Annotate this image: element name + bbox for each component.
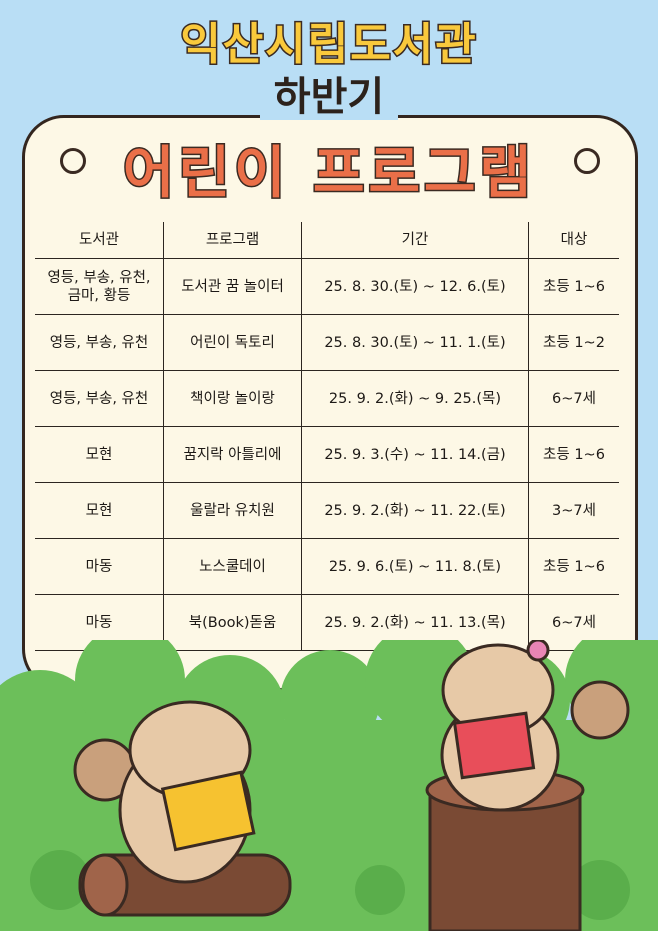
ornament-left-icon: [60, 148, 86, 174]
cell-target: 6~7세: [528, 594, 619, 651]
cell-target: 초등 1~6: [528, 538, 619, 595]
cell-period: 25. 9. 2.(화) ~ 9. 25.(목): [301, 370, 529, 427]
squirrel-right-icon: [440, 640, 630, 812]
col-program: 프로그램: [163, 222, 302, 259]
col-library: 도서관: [35, 222, 164, 259]
season-subtitle: 하반기: [0, 64, 658, 122]
cell-program: 울랄라 유치원: [163, 482, 302, 539]
table-row: 마동 북(Book)돋움 25. 9. 2.(화) ~ 11. 13.(목) 6~7세: [35, 594, 619, 651]
cell-library: 모현: [35, 426, 164, 483]
cell-program: 도서관 꿈 놀이터: [163, 258, 302, 315]
log-icon: [78, 853, 292, 917]
cell-target: 초등 1~6: [528, 426, 619, 483]
cell-program: 꿈지락 아틀리에: [163, 426, 302, 483]
cell-library: 마동: [35, 538, 164, 595]
cell-library: 영등, 부송, 유천, 금마, 황등: [35, 258, 164, 315]
cell-program: 책이랑 놀이랑: [163, 370, 302, 427]
cell-period: 25. 8. 30.(토) ~ 12. 6.(토): [301, 258, 529, 315]
table-row: 영등, 부송, 유천 어린이 독토리 25. 8. 30.(토) ~ 11. 1.(…: [35, 314, 619, 371]
cell-target: 3~7세: [528, 482, 619, 539]
cell-period: 25. 9. 2.(화) ~ 11. 22.(토): [301, 482, 529, 539]
col-period: 기간: [301, 222, 529, 259]
table-row: 영등, 부송, 유천 책이랑 놀이랑 25. 9. 2.(화) ~ 9. 25.(목…: [35, 370, 619, 427]
library-title: 익산시립도서관: [179, 18, 478, 72]
cell-program: 노스쿨데이: [163, 538, 302, 595]
squirrel-left-icon: [73, 700, 256, 884]
cell-period: 25. 9. 3.(수) ~ 11. 14.(금): [301, 426, 529, 483]
table-row: 모현 꿈지락 아틀리에 25. 9. 3.(수) ~ 11. 14.(금) 초등 1~…: [35, 426, 619, 483]
table-row: 모현 울랄라 유치원 25. 9. 2.(화) ~ 11. 22.(토) 3~7세: [35, 482, 619, 539]
cell-period: 25. 9. 2.(화) ~ 11. 13.(목): [301, 594, 529, 651]
cell-period: 25. 8. 30.(토) ~ 11. 1.(토): [301, 314, 529, 371]
cell-program: 어린이 독토리: [163, 314, 302, 371]
cell-library: 영등, 부송, 유천: [35, 370, 164, 427]
cell-target: 초등 1~2: [528, 314, 619, 371]
table-row: 영등, 부송, 유천, 금마, 황등 도서관 꿈 놀이터 25. 8. 30.(토)…: [35, 258, 619, 315]
illustration: [0, 640, 658, 931]
cell-program: 북(Book)돋움: [163, 594, 302, 651]
ornament-right-icon: [574, 148, 600, 174]
cell-library: 영등, 부송, 유천: [35, 314, 164, 371]
program-table: 도서관 프로그램 기간 대상 영등, 부송, 유천, 금마, 황등 도서관 꿈 놀…: [35, 222, 619, 651]
cell-target: 6~7세: [528, 370, 619, 427]
table-header-row: 도서관 프로그램 기간 대상: [35, 222, 619, 259]
cell-library: 모현: [35, 482, 164, 539]
cell-target: 초등 1~6: [528, 258, 619, 315]
table-row: 마동 노스쿨데이 25. 9. 6.(토) ~ 11. 8.(토) 초등 1~6: [35, 538, 619, 595]
cell-period: 25. 9. 6.(토) ~ 11. 8.(토): [301, 538, 529, 595]
col-target: 대상: [528, 222, 619, 259]
main-title: 어린이 프로그램: [121, 140, 536, 208]
